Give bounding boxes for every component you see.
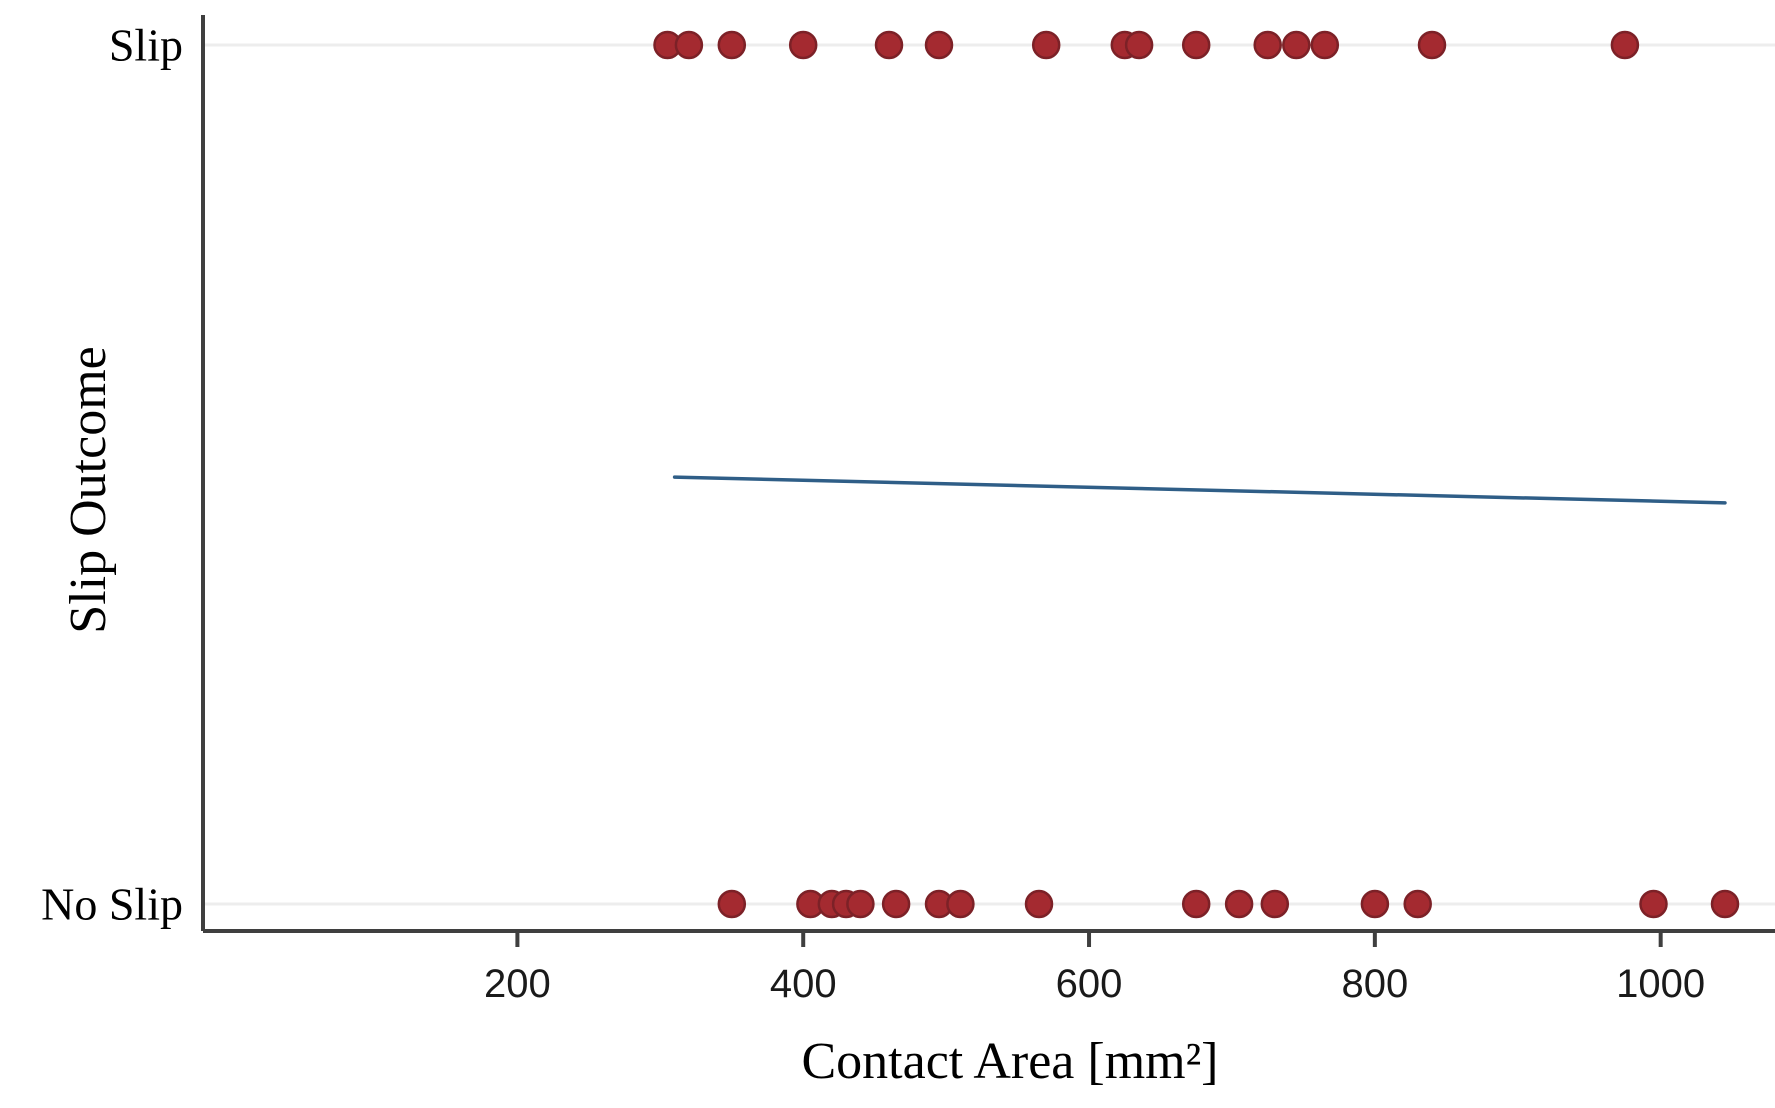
data-point (1253, 30, 1282, 60)
data-point (924, 30, 954, 60)
slip-points-group (653, 30, 1640, 60)
data-point (1181, 889, 1211, 919)
x-tick-label: 600 (1056, 962, 1123, 1006)
data-point (717, 30, 747, 60)
data-point (717, 889, 747, 919)
data-point (788, 30, 818, 60)
data-point (674, 30, 704, 60)
x-tick-label: 800 (1341, 962, 1408, 1006)
data-point (1639, 889, 1668, 919)
data-point (1610, 30, 1640, 60)
data-point (1031, 30, 1061, 60)
data-point (874, 30, 904, 60)
x-axis-title: Contact Area [mm²] (801, 1033, 1218, 1090)
x-tick-group: 200 400 600 800 1000 (484, 931, 1705, 1006)
data-point (1124, 30, 1154, 60)
y-axis-title: Slip Outcome (60, 346, 117, 633)
data-point (1181, 30, 1211, 60)
data-point (1403, 889, 1432, 919)
data-point (881, 889, 911, 919)
data-point (1282, 30, 1311, 60)
data-point (1310, 30, 1340, 60)
y-tick-label-no-slip: No Slip (41, 879, 183, 930)
gridline-group (203, 43, 1775, 906)
x-tick-label: 1000 (1616, 962, 1705, 1006)
data-point (1417, 30, 1447, 60)
no-slip-points-group (717, 889, 1740, 919)
data-point (1024, 889, 1054, 919)
data-point (1224, 889, 1254, 919)
data-point (946, 889, 975, 919)
y-tick-label-slip: Slip (109, 20, 183, 71)
data-point (1260, 889, 1290, 919)
data-point (846, 889, 875, 919)
data-point (1360, 889, 1390, 919)
data-point (1710, 889, 1740, 919)
x-tick-label: 400 (770, 962, 837, 1006)
x-tick-label: 200 (484, 962, 551, 1006)
trend-line (672, 475, 1727, 505)
